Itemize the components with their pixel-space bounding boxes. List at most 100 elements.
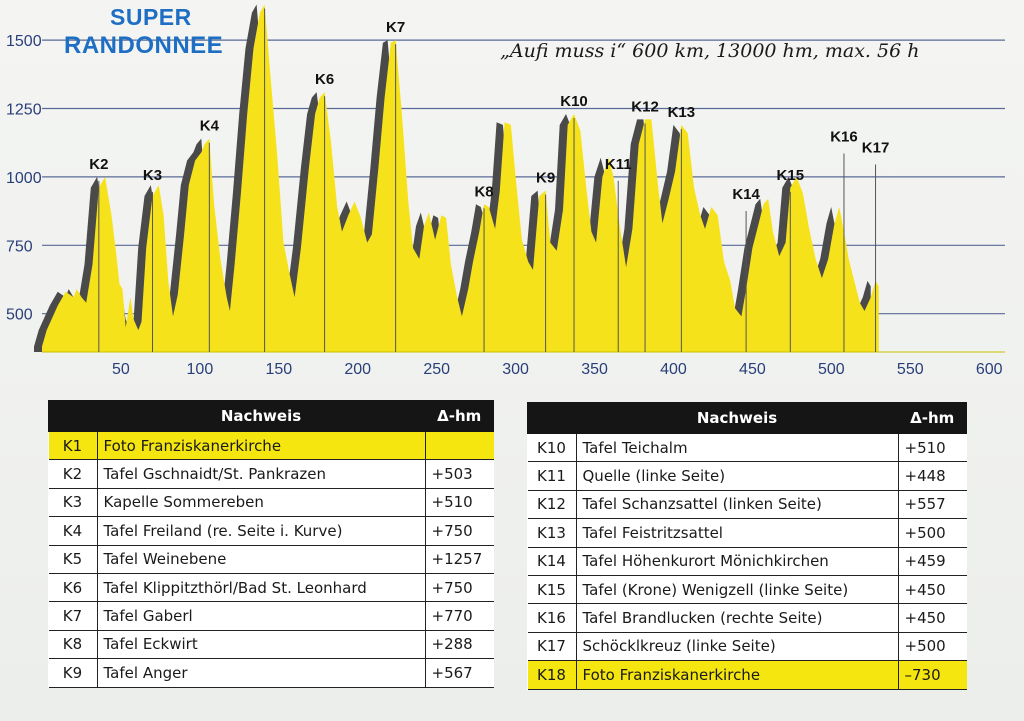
table-row: K13 Tafel Feistritzsattel +500 [527, 518, 967, 548]
checkpoint-name: Quelle (linke Seite) [576, 461, 898, 491]
table-row: K1 Foto Franziskanerkirche [48, 431, 494, 461]
x-tick-label: 50 [112, 361, 130, 378]
header-delta-hm: Δ-hm [897, 402, 967, 434]
x-tick-label: 150 [265, 361, 292, 378]
checkpoint-delta-hm: +1257 [424, 545, 494, 574]
checkpoint-delta-hm: +750 [424, 573, 494, 603]
checkpoint-id: K11 [527, 461, 577, 491]
profile-area [42, 4, 879, 352]
checkpoint-delta-hm: +557 [897, 490, 967, 520]
checkpoint-id: K3 [48, 488, 98, 518]
header-nachweis: Nachweis [96, 400, 426, 432]
checkpoint-id: K12 [527, 490, 577, 520]
checkpoint-label: K16 [830, 129, 858, 146]
checkpoint-delta-hm: +448 [897, 461, 967, 491]
checkpoint-label: K17 [862, 139, 890, 156]
checkpoint-name: Tafel Höhenkurort Mönichkirchen [576, 547, 898, 576]
checkpoint-name: Tafel Anger [97, 658, 425, 688]
checkpoint-id: K9 [48, 658, 98, 688]
checkpoint-name: Tafel Eckwirt [97, 630, 425, 660]
checkpoint-delta-hm: +503 [424, 459, 494, 489]
checkpoint-name: Tafel Brandlucken (rechte Seite) [576, 603, 898, 633]
checkpoint-delta-hm: +567 [424, 658, 494, 688]
checkpoint-id: K4 [48, 516, 98, 546]
x-tick-label: 100 [187, 361, 214, 378]
checkpoint-label: K14 [732, 186, 760, 203]
x-tick-label: 550 [897, 361, 924, 378]
checkpoint-delta-hm: +288 [424, 630, 494, 660]
table-row: K8 Tafel Eckwirt +288 [48, 630, 494, 660]
table-row: K14 Tafel Höhenkurort Mönichkirchen +459 [527, 547, 967, 576]
checkpoint-delta-hm: +750 [424, 516, 494, 546]
table-row: K3 Kapelle Sommereben +510 [48, 488, 494, 518]
checkpoint-label: K5 [255, 0, 274, 1]
checkpoint-label: K3 [143, 167, 162, 184]
table-row: K15 Tafel (Krone) Wenigzell (linke Seite)… [527, 575, 967, 605]
table-row: K6 Tafel Klippitzthörl/Bad St. Leonhard +7… [48, 573, 494, 603]
table-row: K17 Schöcklkreuz (linke Seite) +500 [527, 632, 967, 662]
x-tick-label: 600 [976, 361, 1003, 378]
checkpoint-name: Tafel (Krone) Wenigzell (linke Seite) [576, 575, 898, 605]
x-tick-label: 500 [818, 361, 845, 378]
checkpoint-name: Tafel Schanzsattel (linken Seite) [576, 490, 898, 520]
checkpoint-name: Foto Franziskanerkirche [576, 660, 898, 690]
checkpoint-label: K15 [777, 167, 805, 184]
table-row: K12 Tafel Schanzsattel (linken Seite) +557 [527, 490, 967, 520]
checkpoint-delta-hm: +510 [897, 433, 967, 463]
table-row: K16 Tafel Brandlucken (rechte Seite) +450 [527, 603, 967, 633]
y-tick-label: 750 [6, 238, 33, 255]
checkpoint-delta-hm: +459 [897, 547, 967, 576]
table-row: K4 Tafel Freiland (re. Seite i. Kurve) +75… [48, 516, 494, 546]
checkpoint-label: K9 [536, 170, 555, 187]
checkpoint-name: Kapelle Sommereben [97, 488, 425, 518]
table-row: K7 Tafel Gaberl +770 [48, 601, 494, 631]
table-row: K10 Tafel Teichalm +510 [527, 433, 967, 463]
checkpoint-label: K6 [315, 71, 334, 88]
table-row: K5 Tafel Weinebene +1257 [48, 545, 494, 574]
checkpoint-delta-hm: +500 [897, 632, 967, 662]
table-header: Nachweis Δ-hm [48, 400, 494, 432]
checkpoint-name: Schöcklkreuz (linke Seite) [576, 632, 898, 662]
checkpoint-name: Tafel Gschnaidt/St. Pankrazen [97, 459, 425, 489]
y-tick-label: 1250 [6, 101, 42, 118]
checkpoint-id: K7 [48, 601, 98, 631]
x-tick-label: 450 [739, 361, 766, 378]
checkpoint-id: K15 [527, 575, 577, 605]
checkpoint-id: K14 [527, 547, 577, 576]
checkpoint-name: Tafel Feistritzsattel [576, 518, 898, 548]
checkpoint-name: Tafel Gaberl [97, 601, 425, 631]
table-row: K18 Foto Franziskanerkirche –730 [527, 660, 967, 690]
checkpoint-name: Tafel Klippitzthörl/Bad St. Leonhard [97, 573, 425, 603]
table-header: Nachweis Δ-hm [527, 402, 967, 434]
checkpoint-id: K2 [48, 459, 98, 489]
checkpoint-table-right: Nachweis Δ-hm K10 Tafel Teichalm +510 K11 Qu… [527, 402, 967, 690]
checkpoint-label: K2 [89, 156, 108, 173]
checkpoint-id: K10 [527, 433, 577, 463]
x-tick-label: 250 [423, 361, 450, 378]
checkpoint-name: Tafel Freiland (re. Seite i. Kurve) [97, 516, 425, 546]
y-tick-label: 1500 [6, 33, 42, 50]
checkpoint-id: K8 [48, 630, 98, 660]
checkpoint-id: K16 [527, 603, 577, 633]
checkpoint-name: Tafel Teichalm [576, 433, 898, 463]
checkpoint-id: K6 [48, 573, 98, 603]
elevation-profile-chart: 500 750 1000 1250 1500 K2 K3 K4 K5 K6 K7 K8 K9 K10 K11… [6, 0, 1005, 378]
table-row: K9 Tafel Anger +567 [48, 658, 494, 688]
checkpoint-delta-hm: +450 [897, 603, 967, 633]
x-tick-label: 300 [502, 361, 529, 378]
checkpoint-label: K13 [668, 104, 696, 121]
checkpoint-name: Tafel Weinebene [97, 545, 425, 574]
x-tick-label: 400 [660, 361, 687, 378]
checkpoint-name: Foto Franziskanerkirche [97, 431, 425, 461]
x-tick-label: 350 [581, 361, 608, 378]
checkpoint-id: K13 [527, 518, 577, 548]
checkpoint-delta-hm: +770 [424, 601, 494, 631]
y-tick-label: 1000 [6, 170, 42, 187]
checkpoint-label: K8 [474, 183, 493, 200]
checkpoint-label: K4 [200, 118, 220, 135]
table-row: K11 Quelle (linke Seite) +448 [527, 461, 967, 491]
checkpoint-table-left: Nachweis Δ-hm K1 Foto Franziskanerkirche K… [48, 400, 494, 688]
checkpoint-label: K10 [560, 93, 588, 110]
checkpoint-delta-hm: +510 [424, 488, 494, 518]
